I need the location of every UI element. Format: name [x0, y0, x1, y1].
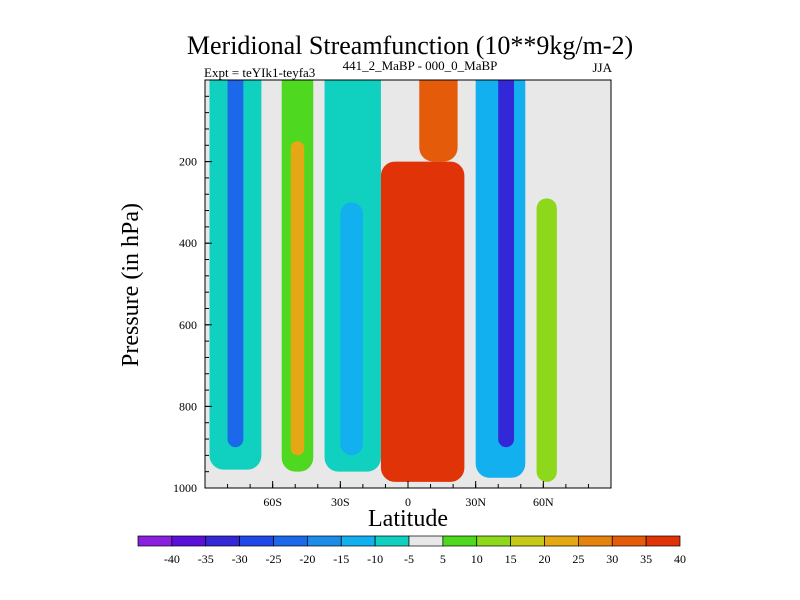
y-tick-label: 800: [179, 399, 197, 413]
colorbar-label: -20: [299, 552, 315, 566]
contour-band-southern-blue-core: [227, 80, 244, 448]
colorbar-swatch: [307, 535, 342, 547]
colorbar-label: 15: [505, 552, 517, 566]
contour-band-subtropical-blue-core: [340, 202, 363, 456]
y-axis: 200 400 600 800 1000: [173, 155, 197, 495]
colorbar-label: -40: [164, 552, 180, 566]
colorbar-swatch: [476, 535, 511, 547]
colorbar-swatch: [544, 535, 579, 547]
colorbar-swatch: [578, 535, 613, 547]
y-axis-title: Pressure (in hPa): [118, 203, 144, 367]
colorbar-label: 5: [440, 552, 446, 566]
chart-title: Meridional Streamfunction (10**9kg/m-2): [187, 31, 633, 60]
colorbar-label: -25: [266, 552, 282, 566]
colorbar-label: 25: [572, 552, 584, 566]
colorbar-swatch: [239, 535, 274, 547]
minor-ticks: [205, 95, 589, 489]
y-tick-label: 1000: [173, 481, 197, 495]
colorbar-swatch: [611, 535, 647, 547]
y-tick-label: 600: [179, 318, 197, 332]
colorbar-swatch: [137, 535, 173, 547]
chart-subtitle-right: JJA: [592, 60, 612, 75]
x-axis-title: Latitude: [368, 506, 448, 532]
colorbar-swatch: [645, 535, 681, 547]
chart-subtitle-left: Expt = teYIk1-teyfa3: [204, 65, 315, 80]
colorbar-label: -30: [232, 552, 248, 566]
contour-band-southern-yellow-core: [290, 141, 305, 456]
x-tick-label: 30S: [331, 495, 350, 509]
contour-band-hadley-upper-branch: [419, 80, 458, 162]
x-axis: 60S 30S 0 30N 60N: [263, 495, 554, 509]
contour-band-northern-violet-core: [498, 80, 515, 448]
colorbar-label: -15: [333, 552, 349, 566]
colorbar-label: 10: [471, 552, 483, 566]
colorbar-swatch: [510, 535, 545, 547]
colorbar: [137, 535, 681, 547]
colorbar-swatch: [442, 535, 478, 547]
colorbar-label: 30: [606, 552, 618, 566]
colorbar-swatch: [171, 535, 207, 547]
colorbar-label: -10: [367, 552, 383, 566]
colorbar-label: -35: [198, 552, 214, 566]
colorbar-label: 20: [539, 552, 551, 566]
y-tick-label: 400: [179, 236, 197, 250]
colorbar-swatch: [408, 535, 444, 547]
colorbar-label: -5: [404, 552, 414, 566]
colorbar-labels: -40 -35 -30 -25 -20 -15 -10 -5 5 10 15 2…: [164, 552, 686, 566]
x-tick-label: 0: [405, 495, 411, 509]
x-tick-label: 60N: [533, 495, 554, 509]
colorbar-swatch: [374, 535, 410, 547]
y-tick-label: 200: [179, 155, 197, 169]
colorbar-label: 40: [674, 552, 686, 566]
colorbar-swatch: [205, 535, 240, 547]
contour-band-hadley-red-cell: [380, 161, 465, 482]
colorbar-swatch: [273, 535, 308, 547]
contour-band-polar-green-cell: [536, 198, 557, 482]
contour-fill-layer: [209, 80, 557, 482]
x-tick-label: 30N: [465, 495, 486, 509]
colorbar-label: 35: [640, 552, 652, 566]
colorbar-swatch: [340, 535, 376, 547]
x-tick-label: 60S: [263, 495, 282, 509]
chart-subtitle-center: 441_2_MaBP - 000_0_MaBP: [343, 58, 498, 73]
